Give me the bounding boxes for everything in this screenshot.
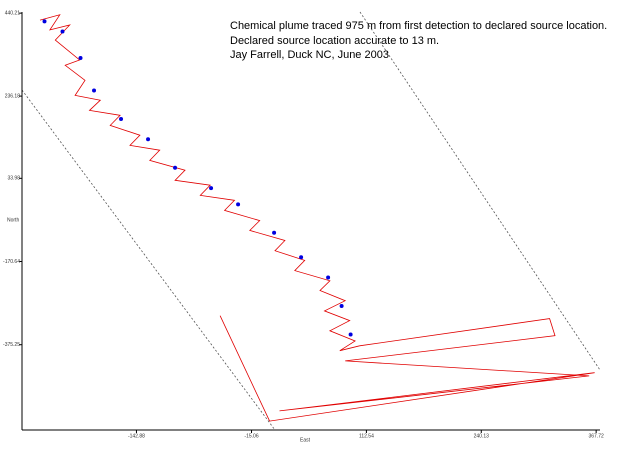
detection-point [92,88,97,93]
detection-point [348,332,353,337]
x-tick-label: 367.72 [588,433,604,439]
annotation: Declared source location accurate to 13 … [230,35,439,47]
y-tick-label: -170.64 [3,259,20,265]
track-line [39,14,595,422]
detection-point [173,165,178,170]
detection-point [78,55,83,60]
detection-point [339,303,344,308]
y-tick-label: 33.98 [7,176,20,182]
detection-point [60,29,65,34]
detection-point [42,19,47,24]
annotation: Chemical plume traced 975 m from first d… [230,20,607,32]
detection-point [326,275,331,280]
detection-point [299,255,304,260]
x-tick-label: -15.06 [244,433,258,439]
x-tick-label: -142.88 [128,433,145,439]
boundary [21,89,276,431]
x-tick-label: 240.13 [474,433,490,439]
detection-point [146,137,151,142]
x-axis-label: East [300,437,311,443]
x-tick-label: 112.54 [359,433,374,439]
detection-point [236,202,241,207]
detection-point [119,116,124,121]
y-tick-label: 440.21 [5,10,21,16]
detection-point [209,186,214,191]
y-tick-label: 236.18 [5,93,21,99]
annotation: Jay Farrell, Duck NC, June 2003 [230,49,389,61]
y-axis-label: North [7,217,19,223]
detection-point [272,230,277,235]
y-tick-label: -375.25 [3,342,20,348]
